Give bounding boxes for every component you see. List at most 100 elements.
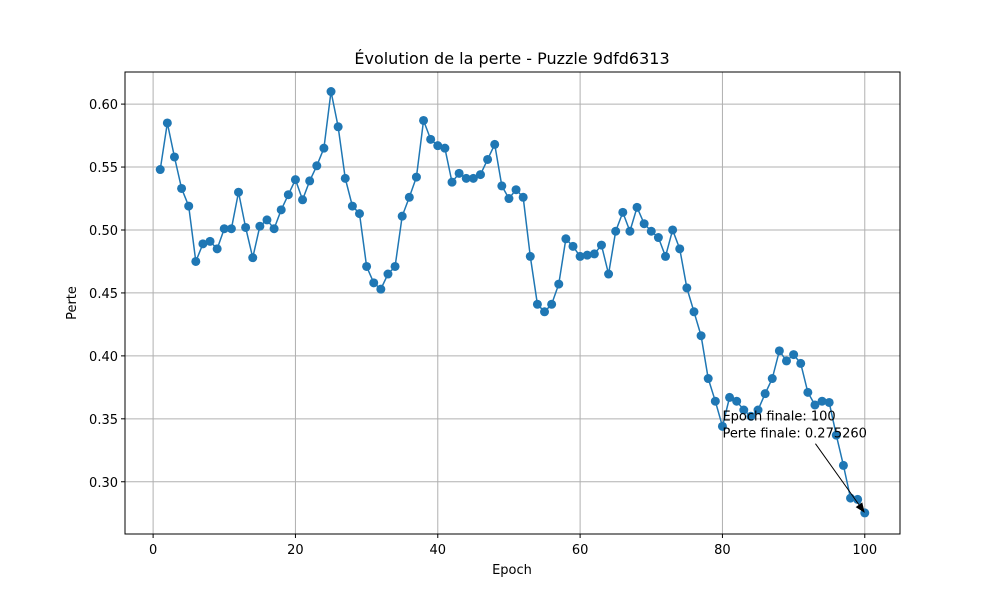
data-point [696, 331, 706, 341]
data-point [511, 185, 521, 195]
data-point [290, 175, 300, 185]
y-tick-label: 0.40 [89, 350, 118, 365]
data-point [440, 143, 450, 153]
data-point [447, 177, 457, 187]
data-point [810, 400, 820, 410]
chart-title: Évolution de la perte - Puzzle 9dfd6313 [354, 49, 669, 68]
data-point [340, 173, 350, 183]
data-point [853, 494, 863, 504]
data-point [312, 161, 322, 171]
plot-frame [124, 71, 901, 535]
y-tick-label: 0.30 [89, 476, 118, 491]
data-point [653, 233, 663, 243]
data-point [305, 176, 315, 186]
data-point [568, 241, 578, 251]
x-axis-label: Epoch [492, 563, 532, 578]
y-tick-label: 0.50 [89, 224, 118, 239]
x-tick-label: 60 [572, 543, 589, 558]
data-point [362, 261, 372, 271]
data-point [354, 209, 364, 219]
y-tick-label: 0.55 [89, 161, 118, 176]
data-point [561, 234, 571, 244]
data-point [241, 222, 251, 232]
data-point [803, 387, 813, 397]
data-point [540, 307, 550, 317]
data-point [212, 244, 222, 254]
data-point [497, 181, 507, 191]
data-point [817, 396, 827, 406]
data-point [169, 152, 179, 162]
data-point [234, 187, 244, 197]
data-point [525, 251, 535, 261]
data-point [376, 284, 386, 294]
x-tick-label: 0 [149, 543, 157, 558]
annotation-arrow [815, 443, 860, 506]
data-point [490, 139, 500, 149]
data-point [198, 239, 208, 249]
data-point [397, 211, 407, 221]
data-point [468, 173, 478, 183]
data-point [419, 115, 429, 125]
x-tick-label: 80 [714, 543, 731, 558]
data-point [369, 278, 379, 288]
data-point [205, 236, 215, 246]
data-point [746, 411, 756, 421]
final-point-annotation: Epoch finale: 100 Perte finale: 0.275260 [722, 410, 867, 513]
data-point [639, 219, 649, 229]
data-point [767, 374, 777, 384]
data-point [433, 141, 443, 151]
data-point [725, 392, 735, 402]
y-tick-label: 0.45 [89, 287, 118, 302]
data-point [596, 240, 606, 250]
data-point [184, 201, 194, 211]
data-point [824, 397, 834, 407]
series-line [159, 91, 866, 514]
y-axis-ticks: 0.30 0.35 0.40 0.45 0.50 0.55 0.60 [89, 98, 125, 491]
data-point [404, 192, 414, 202]
annotation-loss-text: Perte finale: 0.275260 [722, 427, 867, 442]
x-axis-ticks: 0 20 40 60 80 100 [149, 534, 877, 558]
data-point [796, 358, 806, 368]
data-point [789, 350, 799, 360]
grid-lines [125, 72, 900, 534]
data-point [333, 122, 343, 132]
annotation-epoch-text: Epoch finale: 100 [722, 410, 835, 425]
data-point [262, 215, 272, 225]
data-point [532, 299, 542, 309]
data-point [219, 224, 229, 234]
data-point [177, 183, 187, 193]
data-point [831, 430, 841, 440]
data-point [426, 134, 436, 144]
data-point [632, 202, 642, 212]
y-axis-label: Perte [65, 286, 80, 320]
data-point [319, 143, 329, 153]
y-tick-label: 0.35 [89, 413, 118, 428]
data-point [675, 244, 685, 254]
data-point [682, 283, 692, 293]
data-point [411, 172, 421, 182]
data-point [547, 299, 557, 309]
data-point [717, 421, 727, 431]
data-point [326, 87, 336, 97]
data-point [582, 250, 592, 260]
data-point [191, 256, 201, 266]
data-point [390, 261, 400, 271]
series-markers [155, 87, 870, 518]
data-point [618, 207, 628, 217]
x-tick-label: 100 [852, 543, 877, 558]
data-point [732, 396, 742, 406]
data-point [269, 224, 279, 234]
data-point [575, 251, 585, 261]
data-point [347, 201, 357, 211]
data-point [255, 221, 265, 231]
data-point [703, 374, 713, 384]
data-point [739, 405, 749, 415]
data-point [838, 460, 848, 470]
data-point [689, 307, 699, 317]
data-point [504, 194, 514, 204]
data-point [781, 356, 791, 366]
data-point [155, 165, 165, 175]
data-point [461, 173, 471, 183]
